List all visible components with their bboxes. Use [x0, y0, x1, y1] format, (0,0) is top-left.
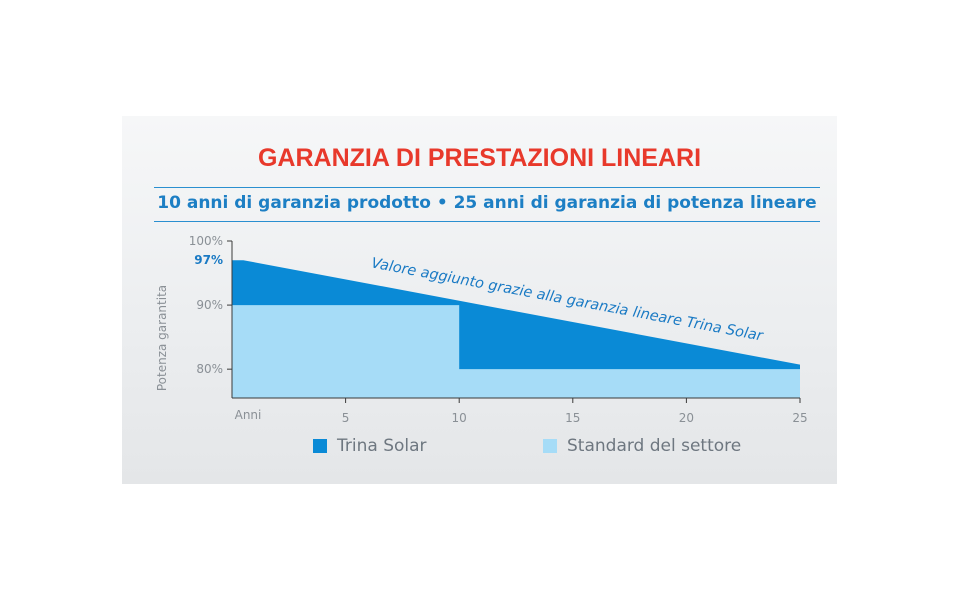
y-tick-label-100: 100%	[189, 234, 223, 248]
x-axis-label: Anni	[235, 408, 262, 422]
x-tick-label-20: 20	[679, 411, 694, 425]
legend-label-trina: Trina Solar	[337, 436, 427, 456]
legend-swatch-standard	[543, 439, 557, 453]
legend-item-standard: Standard del settore	[543, 436, 741, 456]
legend-label-standard: Standard del settore	[567, 436, 742, 456]
x-tick-label-25: 25	[792, 411, 807, 425]
subtitle-top-rule	[154, 187, 820, 188]
chart-axes	[231, 241, 800, 399]
chart-subtitle: 10 anni di garanzia prodotto • 25 anni d…	[157, 193, 817, 213]
subtitle-bottom-rule	[154, 221, 820, 222]
x-tick-label-15: 15	[565, 411, 580, 425]
legend-swatch-trina	[313, 439, 327, 453]
chart-title: GARANZIA DI PRESTAZIONI LINEARI	[257, 144, 702, 172]
chart-areas	[232, 260, 800, 398]
x-tick-label-10: 10	[452, 411, 467, 425]
y-tick-label-90: 90%	[196, 298, 223, 312]
x-tick-label-5: 5	[342, 411, 350, 425]
y-axis-label: Potenza garantita	[155, 285, 169, 391]
legend-item-trina: Trina Solar	[313, 436, 427, 456]
y-tick-label-80: 80%	[196, 362, 223, 376]
series-area-standard	[232, 305, 800, 398]
chart-ticks: 100% 97% 90% 80% 5 10 15 20 25 Anni	[189, 234, 808, 425]
y-tick-label-97: 97%	[194, 253, 223, 267]
